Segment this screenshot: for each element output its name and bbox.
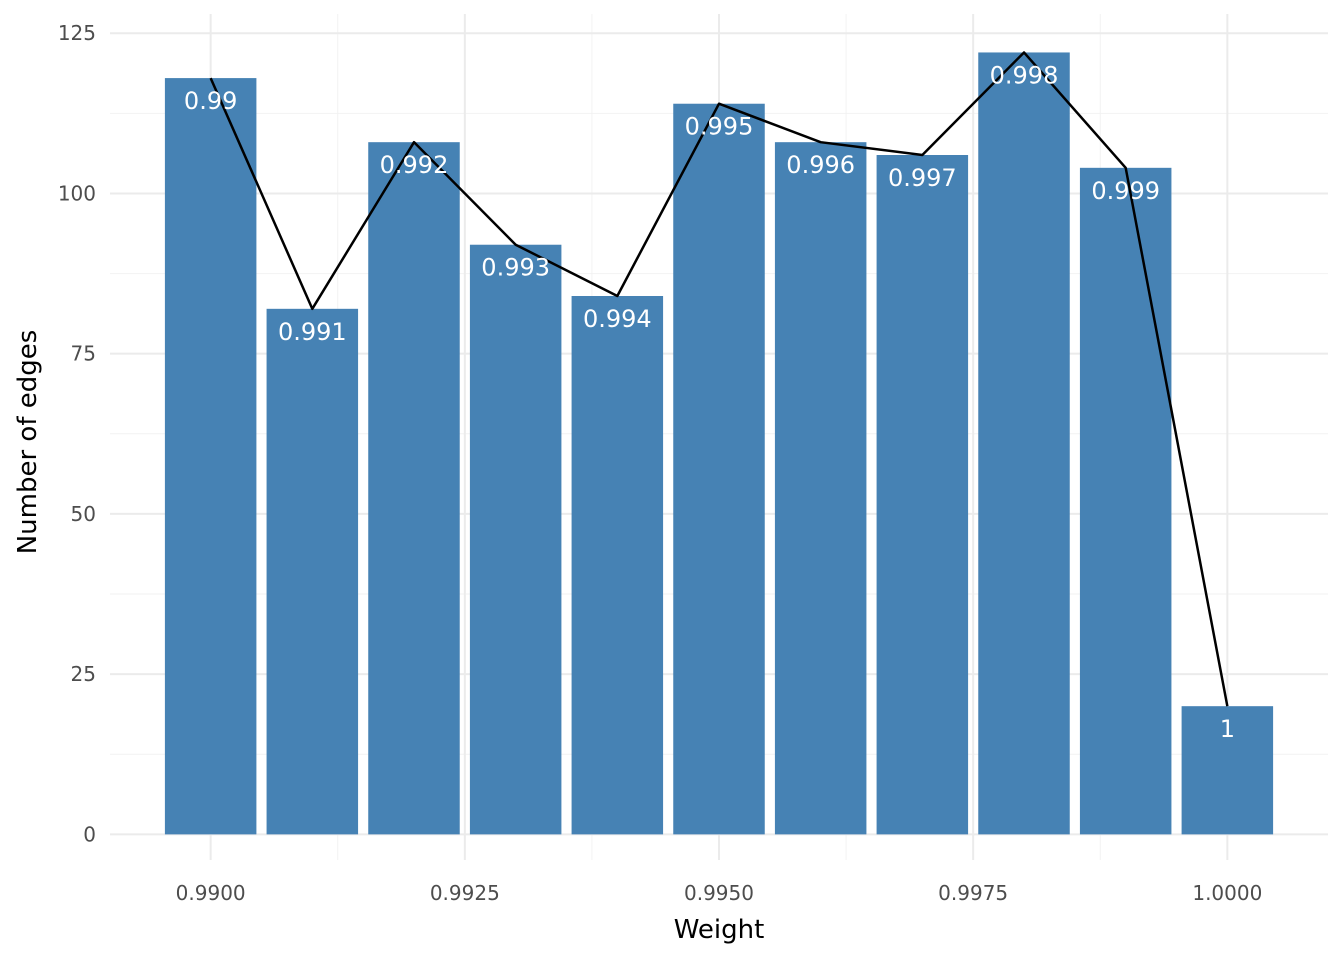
- bar: [876, 155, 969, 835]
- bar-value-label: 0.996: [786, 151, 855, 179]
- series-line: [209, 51, 1229, 707]
- x-tick-label: 0.9950: [684, 881, 754, 905]
- x-tick-label: 1.0000: [1192, 881, 1262, 905]
- bar: [774, 142, 867, 835]
- x-tick-label: 0.9925: [430, 881, 500, 905]
- y-tick-label: 0: [83, 822, 96, 846]
- bar: [571, 296, 664, 835]
- y-tick-label: 75: [71, 342, 96, 366]
- bar-value-label: 0.997: [888, 164, 957, 192]
- bar: [164, 78, 257, 835]
- bar-value-label: 0.99: [184, 87, 237, 115]
- y-axis-ticks: 0 25 50 75 100 125: [58, 21, 96, 846]
- bar-value-label: 0.999: [1091, 177, 1160, 205]
- bar-value-label: 0.994: [583, 305, 652, 333]
- bar: [266, 308, 359, 835]
- y-tick-label: 125: [58, 21, 96, 45]
- y-tick-label: 100: [58, 181, 96, 205]
- bar: [673, 103, 765, 835]
- x-axis-title: Weight: [674, 915, 765, 945]
- bar: [1079, 167, 1172, 835]
- bar-value-label: 0.995: [685, 113, 754, 141]
- bar-value-label: 0.991: [278, 318, 347, 346]
- x-axis-ticks: 0.9900 0.9925 0.9950 0.9975 1.0000: [176, 881, 1263, 905]
- x-tick-label: 0.9900: [176, 881, 246, 905]
- bar-value-label: 1: [1220, 715, 1235, 743]
- bars: [164, 52, 1274, 835]
- bar: [469, 244, 562, 835]
- bar: [978, 52, 1070, 835]
- bar-value-label: 0.992: [380, 151, 449, 179]
- bar-value-label: 0.993: [481, 254, 550, 282]
- bar: [1181, 706, 1274, 835]
- x-tick-label: 0.9975: [938, 881, 1008, 905]
- bar-labels: 0.99 0.991 0.992 0.993 0.994 0.995 0.996 0.997 0…: [184, 61, 1235, 743]
- bar-value-label: 0.998: [990, 61, 1059, 89]
- y-axis-title: Number of edges: [13, 330, 43, 555]
- y-tick-label: 25: [71, 662, 96, 686]
- overlay-line: [209, 51, 1229, 707]
- y-tick-label: 50: [71, 502, 96, 526]
- bar: [368, 142, 460, 835]
